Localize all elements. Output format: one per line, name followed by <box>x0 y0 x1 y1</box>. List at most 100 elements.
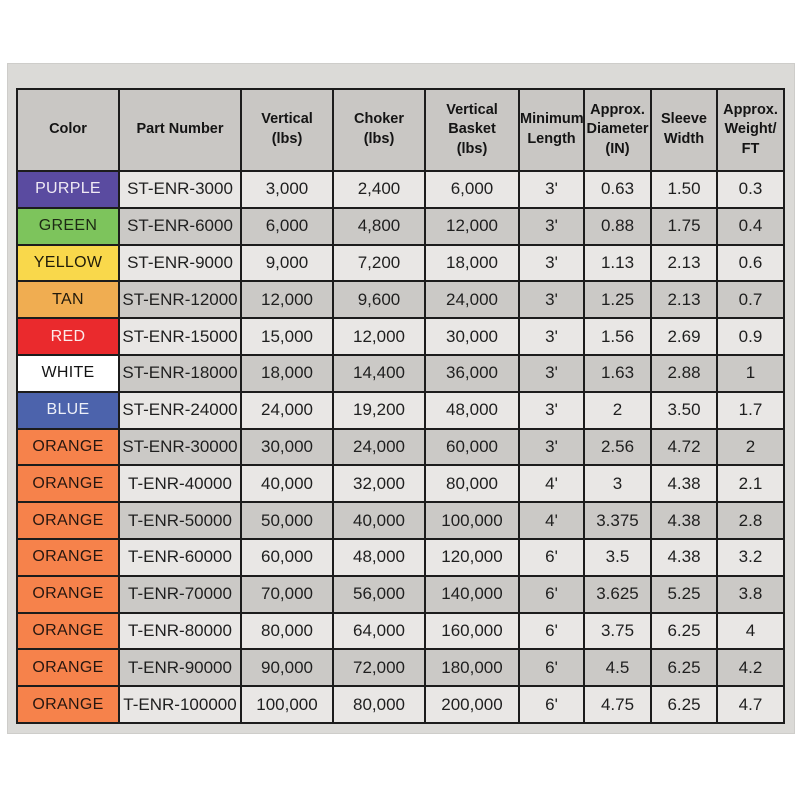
table-row: BLUE ST-ENR-24000 24,000 19,200 48,000 3… <box>16 390 785 430</box>
vertical-basket-lbs-cell: 6,000 <box>424 170 520 209</box>
choker-lbs-cell: 80,000 <box>332 685 426 724</box>
vertical-lbs-cell: 40,000 <box>240 464 334 504</box>
color-swatch-cell: ORANGE <box>16 501 120 540</box>
part-number-cell: T-ENR-60000 <box>118 537 242 577</box>
choker-lbs-cell: 12,000 <box>332 317 426 356</box>
vertical-basket-lbs-cell: 24,000 <box>424 280 520 320</box>
table-row: ORANGE T-ENR-40000 40,000 32,000 80,000 … <box>16 464 785 504</box>
vertical-lbs-cell: 3,000 <box>240 170 334 209</box>
vertical-basket-lbs-cell: 120,000 <box>424 537 520 577</box>
choker-lbs-cell: 72,000 <box>332 648 426 688</box>
table-row: TAN ST-ENR-12000 12,000 9,600 24,000 3' … <box>16 280 785 320</box>
choker-lbs-cell: 19,200 <box>332 390 426 430</box>
header-cell-color: Color <box>16 88 120 172</box>
vertical-basket-lbs-cell: 12,000 <box>424 206 520 246</box>
color-swatch-cell: ORANGE <box>16 685 120 724</box>
color-swatch-cell: WHITE <box>16 353 120 393</box>
choker-lbs-cell: 24,000 <box>332 427 426 467</box>
sleeve-width-cell: 6.25 <box>650 611 718 651</box>
approx-diameter-cell: 1.56 <box>583 317 652 356</box>
approx-weight-cell: 4 <box>716 611 785 651</box>
table-row: PURPLE ST-ENR-3000 3,000 2,400 6,000 3' … <box>16 170 785 209</box>
color-swatch-cell: ORANGE <box>16 648 120 688</box>
approx-weight-cell: 2 <box>716 427 785 467</box>
part-number-cell: ST-ENR-6000 <box>118 206 242 246</box>
approx-diameter-cell: 3.75 <box>583 611 652 651</box>
approx-weight-cell: 4.7 <box>716 685 785 724</box>
approx-weight-cell: 0.4 <box>716 206 785 246</box>
vertical-basket-lbs-cell: 140,000 <box>424 574 520 614</box>
minimum-length-cell: 6' <box>518 611 585 651</box>
vertical-lbs-cell: 9,000 <box>240 243 334 283</box>
sleeve-width-cell: 1.50 <box>650 170 718 209</box>
part-number-cell: T-ENR-50000 <box>118 501 242 540</box>
table-row: WHITE ST-ENR-18000 18,000 14,400 36,000 … <box>16 353 785 393</box>
minimum-length-cell: 4' <box>518 501 585 540</box>
minimum-length-cell: 3' <box>518 390 585 430</box>
vertical-lbs-cell: 60,000 <box>240 537 334 577</box>
vertical-lbs-cell: 15,000 <box>240 317 334 356</box>
approx-diameter-cell: 3 <box>583 464 652 504</box>
color-swatch-cell: RED <box>16 317 120 356</box>
choker-lbs-cell: 2,400 <box>332 170 426 209</box>
table-header-row: Color Part Number Vertical (lbs) Choker … <box>16 88 785 172</box>
choker-lbs-cell: 7,200 <box>332 243 426 283</box>
header-cell-vertical-lbs: Vertical (lbs) <box>240 88 334 172</box>
sleeve-width-cell: 6.25 <box>650 648 718 688</box>
vertical-basket-lbs-cell: 200,000 <box>424 685 520 724</box>
choker-lbs-cell: 40,000 <box>332 501 426 540</box>
vertical-basket-lbs-cell: 180,000 <box>424 648 520 688</box>
vertical-basket-lbs-cell: 30,000 <box>424 317 520 356</box>
part-number-cell: T-ENR-90000 <box>118 648 242 688</box>
header-cell-minimum-length: Minimum Length <box>518 88 585 172</box>
sleeve-width-cell: 4.38 <box>650 501 718 540</box>
sleeve-width-cell: 4.38 <box>650 537 718 577</box>
choker-lbs-cell: 4,800 <box>332 206 426 246</box>
part-number-cell: T-ENR-70000 <box>118 574 242 614</box>
sleeve-width-cell: 2.13 <box>650 280 718 320</box>
table-row: ORANGE T-ENR-100000 100,000 80,000 200,0… <box>16 685 785 724</box>
color-swatch-cell: TAN <box>16 280 120 320</box>
sling-spec-table: Color Part Number Vertical (lbs) Choker … <box>16 88 785 724</box>
color-swatch-cell: YELLOW <box>16 243 120 283</box>
approx-diameter-cell: 1.63 <box>583 353 652 393</box>
approx-diameter-cell: 0.63 <box>583 170 652 209</box>
vertical-basket-lbs-cell: 160,000 <box>424 611 520 651</box>
table-row: ORANGE T-ENR-80000 80,000 64,000 160,000… <box>16 611 785 651</box>
minimum-length-cell: 3' <box>518 206 585 246</box>
color-swatch-cell: ORANGE <box>16 464 120 504</box>
sleeve-width-cell: 3.50 <box>650 390 718 430</box>
approx-diameter-cell: 4.75 <box>583 685 652 724</box>
table-row: ORANGE T-ENR-70000 70,000 56,000 140,000… <box>16 574 785 614</box>
minimum-length-cell: 6' <box>518 537 585 577</box>
color-swatch-cell: ORANGE <box>16 611 120 651</box>
table-row: ORANGE T-ENR-50000 50,000 40,000 100,000… <box>16 501 785 540</box>
part-number-cell: T-ENR-80000 <box>118 611 242 651</box>
minimum-length-cell: 3' <box>518 243 585 283</box>
header-cell-part-number: Part Number <box>118 88 242 172</box>
part-number-cell: ST-ENR-9000 <box>118 243 242 283</box>
approx-diameter-cell: 0.88 <box>583 206 652 246</box>
table-row: ORANGE ST-ENR-30000 30,000 24,000 60,000… <box>16 427 785 467</box>
minimum-length-cell: 3' <box>518 427 585 467</box>
color-swatch-cell: ORANGE <box>16 427 120 467</box>
approx-weight-cell: 1.7 <box>716 390 785 430</box>
vertical-lbs-cell: 18,000 <box>240 353 334 393</box>
part-number-cell: ST-ENR-18000 <box>118 353 242 393</box>
vertical-lbs-cell: 100,000 <box>240 685 334 724</box>
approx-weight-cell: 0.6 <box>716 243 785 283</box>
sleeve-width-cell: 6.25 <box>650 685 718 724</box>
approx-diameter-cell: 2 <box>583 390 652 430</box>
header-cell-sleeve-width: Sleeve Width <box>650 88 718 172</box>
approx-weight-cell: 0.7 <box>716 280 785 320</box>
approx-diameter-cell: 1.13 <box>583 243 652 283</box>
header-cell-approx-diameter: Approx. Diameter (IN) <box>583 88 652 172</box>
vertical-basket-lbs-cell: 48,000 <box>424 390 520 430</box>
part-number-cell: ST-ENR-3000 <box>118 170 242 209</box>
table-body: PURPLE ST-ENR-3000 3,000 2,400 6,000 3' … <box>16 170 785 724</box>
approx-weight-cell: 4.2 <box>716 648 785 688</box>
part-number-cell: ST-ENR-30000 <box>118 427 242 467</box>
choker-lbs-cell: 9,600 <box>332 280 426 320</box>
vertical-lbs-cell: 50,000 <box>240 501 334 540</box>
minimum-length-cell: 3' <box>518 170 585 209</box>
